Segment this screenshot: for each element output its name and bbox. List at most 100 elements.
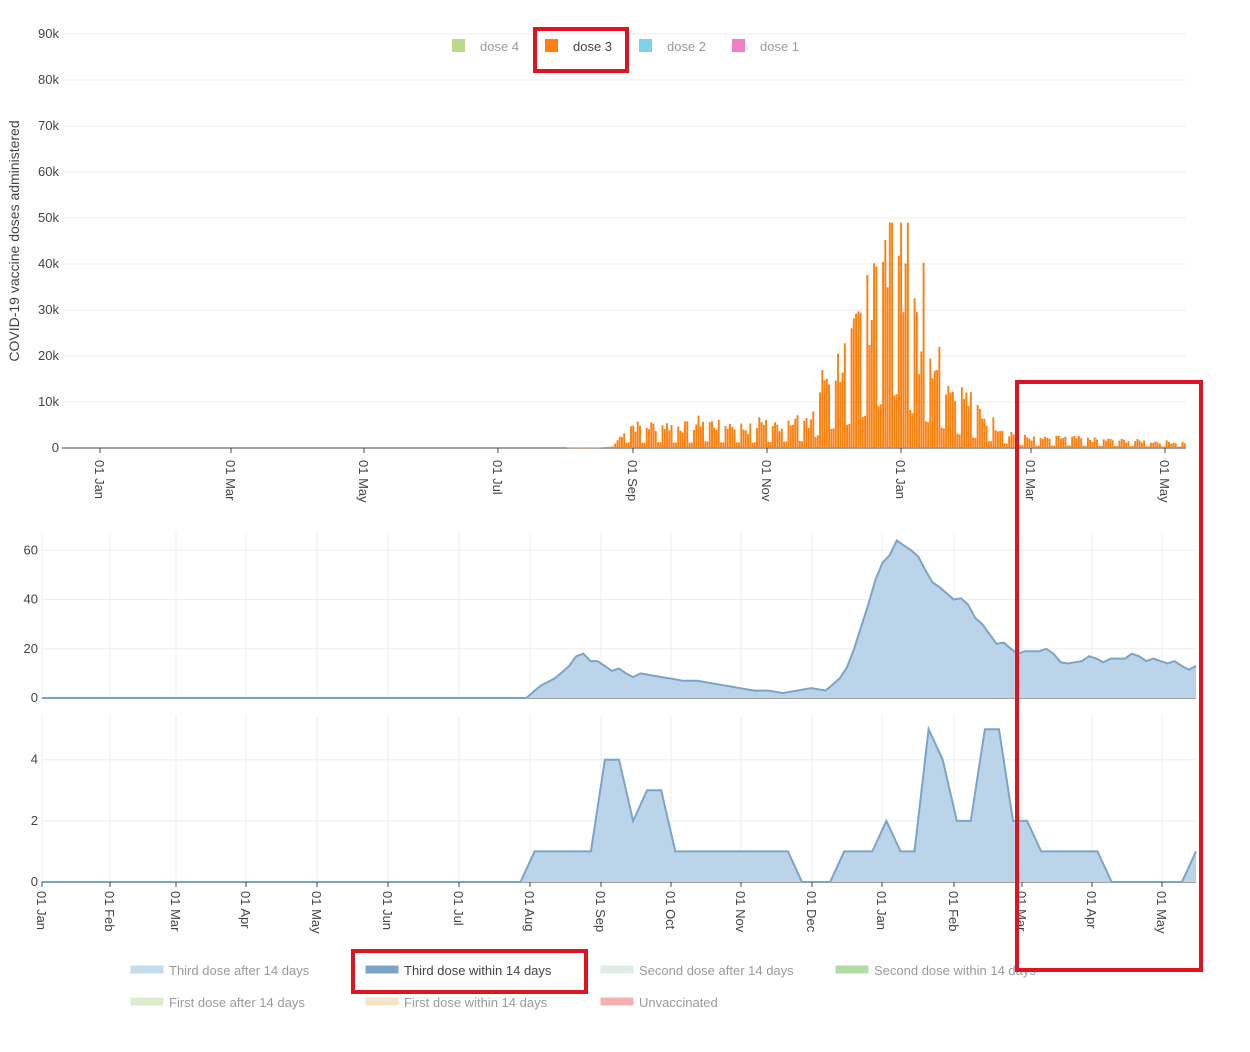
- dose-3-bar: [819, 392, 822, 448]
- dose-3-bar: [639, 425, 641, 448]
- dose-3-bar: [1134, 441, 1137, 448]
- dose-3-bar: [1039, 437, 1042, 448]
- dose-3-bar: [1177, 446, 1179, 448]
- x-tick-label: 01 Jul: [490, 460, 505, 495]
- dose-3-bar: [965, 392, 968, 448]
- top-legend[interactable]: dose 4 dose 3 dose 2 dose 1: [452, 39, 799, 54]
- dose-3-bar: [1165, 440, 1168, 448]
- legend-label: First dose after 14 days: [169, 995, 305, 1010]
- dose-3-bar: [801, 441, 803, 448]
- dose-3-bar: [1001, 430, 1004, 448]
- dose-3-bar: [787, 420, 790, 448]
- legend-item-first-dose-within-14-days[interactable]: First dose within 14 days: [365, 995, 548, 1010]
- x-tick-label: 01 Dec: [804, 891, 819, 933]
- dose-3-bar: [681, 432, 684, 448]
- dose-3-bar: [1120, 438, 1123, 448]
- x-tick-label: 01 Jul: [451, 891, 466, 926]
- dose-3-bar: [1089, 439, 1092, 448]
- dose-3-bar: [672, 442, 675, 448]
- dose-3-bar: [778, 431, 781, 448]
- legend-item-third-dose-after-14-days[interactable]: Third dose after 14 days: [130, 963, 310, 978]
- dose-3-bar: [645, 427, 648, 448]
- y-tick-label: 30k: [38, 302, 59, 317]
- legend-item-second-dose-after-14-days[interactable]: Second dose after 14 days: [600, 963, 794, 978]
- dose-3-bar: [1035, 445, 1038, 448]
- dose-3-bar: [864, 415, 867, 448]
- dose-3-bar: [1093, 437, 1096, 448]
- dose-3-bar: [744, 430, 747, 448]
- dose-3-bar: [648, 429, 650, 448]
- dose-3-bar: [1116, 446, 1119, 448]
- legend-item-unvaccinated[interactable]: Unvaccinated: [600, 995, 718, 1010]
- dose-3-bar: [870, 320, 873, 448]
- dose-3-bar: [990, 441, 993, 448]
- dose-3-bar: [1156, 442, 1159, 448]
- dose-3-bar: [960, 387, 963, 448]
- dose-3-bar: [830, 429, 833, 448]
- legend-swatch: [639, 39, 652, 52]
- dose-3-bar: [828, 384, 831, 448]
- dose-3-bar: [951, 391, 954, 448]
- dose-3-bar: [940, 427, 943, 448]
- dose-3-bar: [1172, 442, 1175, 448]
- dose-3-bar: [839, 381, 842, 448]
- dose-3-bar: [981, 418, 984, 448]
- dose-3-bar: [832, 428, 835, 448]
- legend-item-dose-2[interactable]: dose 2: [639, 39, 706, 54]
- dose-3-bar: [922, 262, 925, 448]
- dose-3-bar: [1082, 445, 1085, 448]
- dose-3-bar: [657, 442, 659, 448]
- legend-label: dose 3: [573, 39, 612, 54]
- dose-3-bar: [774, 422, 776, 448]
- dose-3-bar: [837, 353, 840, 448]
- dose-3-bar: [699, 426, 702, 448]
- dose-3-bar: [632, 425, 635, 448]
- dose-3-bar: [760, 422, 763, 448]
- dose-3-bar: [956, 433, 959, 448]
- dose-3-bar: [974, 437, 977, 448]
- dose-3-bar: [1113, 446, 1116, 448]
- dose-3-bar: [643, 442, 646, 448]
- legend-swatch: [835, 965, 869, 974]
- x-tick-label: 01 Oct: [663, 891, 678, 930]
- dose-3-bar: [767, 441, 770, 448]
- dose-3-bar: [1050, 445, 1053, 448]
- dose-3-bar: [1107, 438, 1110, 448]
- dose-3-bar: [585, 447, 587, 449]
- dose-3-bar: [690, 442, 693, 448]
- dose-3-bar: [776, 424, 779, 448]
- dose-3-bar: [1019, 445, 1022, 448]
- legend-item-dose-3[interactable]: dose 3: [545, 39, 612, 54]
- x-tick-label: 01 Mar: [168, 891, 183, 932]
- legend-item-dose-1[interactable]: dose 1: [732, 39, 799, 54]
- legend-label: Third dose within 14 days: [404, 963, 552, 978]
- dose-3-bar: [708, 422, 711, 448]
- top-bar-chart: 0 10k 20k 30k 40k 50k 60k 70k 80k 90k 01 Jan 01 Mar…: [6, 26, 1186, 503]
- legend-item-dose-4[interactable]: dose 4: [452, 39, 519, 54]
- dose-3-bar: [627, 442, 630, 448]
- legend-label: First dose within 14 days: [404, 995, 548, 1010]
- dose-3-bar: [738, 442, 740, 448]
- legend-swatch: [732, 39, 745, 52]
- legend-item-first-dose-after-14-days[interactable]: First dose after 14 days: [130, 995, 305, 1010]
- legend-item-third-dose-within-14-days[interactable]: Third dose within 14 days: [365, 963, 552, 978]
- middle-area-chart: 0 20 40 60: [24, 533, 1197, 705]
- dose-3-bar: [749, 423, 752, 448]
- dose-3-bar: [1154, 441, 1157, 448]
- dose-3-bar: [720, 442, 722, 448]
- dose-3-bar: [931, 378, 934, 448]
- y-tick-label: 0: [52, 440, 59, 455]
- legend-label: Second dose after 14 days: [639, 963, 794, 978]
- dose-3-bar: [1127, 441, 1130, 448]
- dose-3-bar: [1125, 442, 1128, 448]
- bottom-legend[interactable]: Third dose after 14 days Third dose withi…: [130, 963, 1036, 1010]
- y-tick-label: 20: [24, 641, 38, 656]
- dose-3-bar: [670, 425, 673, 448]
- legend-item-second-dose-within-14-days[interactable]: Second dose within 14 days: [835, 963, 1036, 978]
- dose-3-bar: [607, 446, 610, 448]
- dose-3-bar: [675, 442, 677, 448]
- dose-3-bar: [711, 421, 713, 448]
- dose-3-bar: [733, 429, 736, 448]
- y-tick-label: 0: [31, 690, 38, 705]
- dose-3-bar: [717, 420, 720, 448]
